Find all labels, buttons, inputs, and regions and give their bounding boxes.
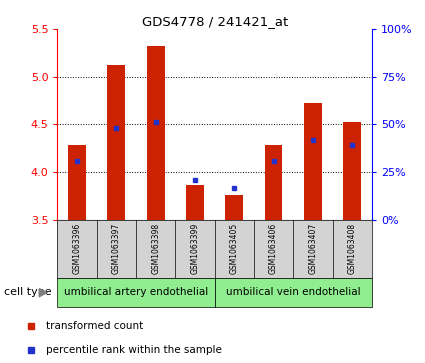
Text: cell type: cell type bbox=[4, 287, 52, 297]
Text: umbilical artery endothelial: umbilical artery endothelial bbox=[64, 287, 208, 297]
Bar bbox=[225, 195, 243, 220]
Bar bbox=[108, 65, 125, 220]
Bar bbox=[215, 278, 372, 307]
Bar bbox=[304, 103, 322, 220]
Bar bbox=[147, 46, 164, 220]
Text: GSM1063396: GSM1063396 bbox=[73, 223, 82, 274]
Bar bbox=[68, 145, 86, 220]
Text: GSM1063397: GSM1063397 bbox=[112, 223, 121, 274]
Text: GSM1063408: GSM1063408 bbox=[348, 223, 357, 274]
Text: GSM1063399: GSM1063399 bbox=[190, 223, 199, 274]
Bar bbox=[57, 278, 215, 307]
Text: transformed count: transformed count bbox=[46, 321, 143, 331]
Bar bbox=[265, 145, 283, 220]
Text: GSM1063406: GSM1063406 bbox=[269, 223, 278, 274]
Text: ▶: ▶ bbox=[39, 286, 49, 299]
Text: GSM1063407: GSM1063407 bbox=[309, 223, 317, 274]
Text: GSM1063398: GSM1063398 bbox=[151, 223, 160, 274]
Bar bbox=[343, 122, 361, 220]
Text: percentile rank within the sample: percentile rank within the sample bbox=[46, 345, 222, 355]
Bar bbox=[186, 185, 204, 220]
Text: umbilical vein endothelial: umbilical vein endothelial bbox=[226, 287, 360, 297]
Text: GSM1063405: GSM1063405 bbox=[230, 223, 239, 274]
Title: GDS4778 / 241421_at: GDS4778 / 241421_at bbox=[142, 15, 288, 28]
